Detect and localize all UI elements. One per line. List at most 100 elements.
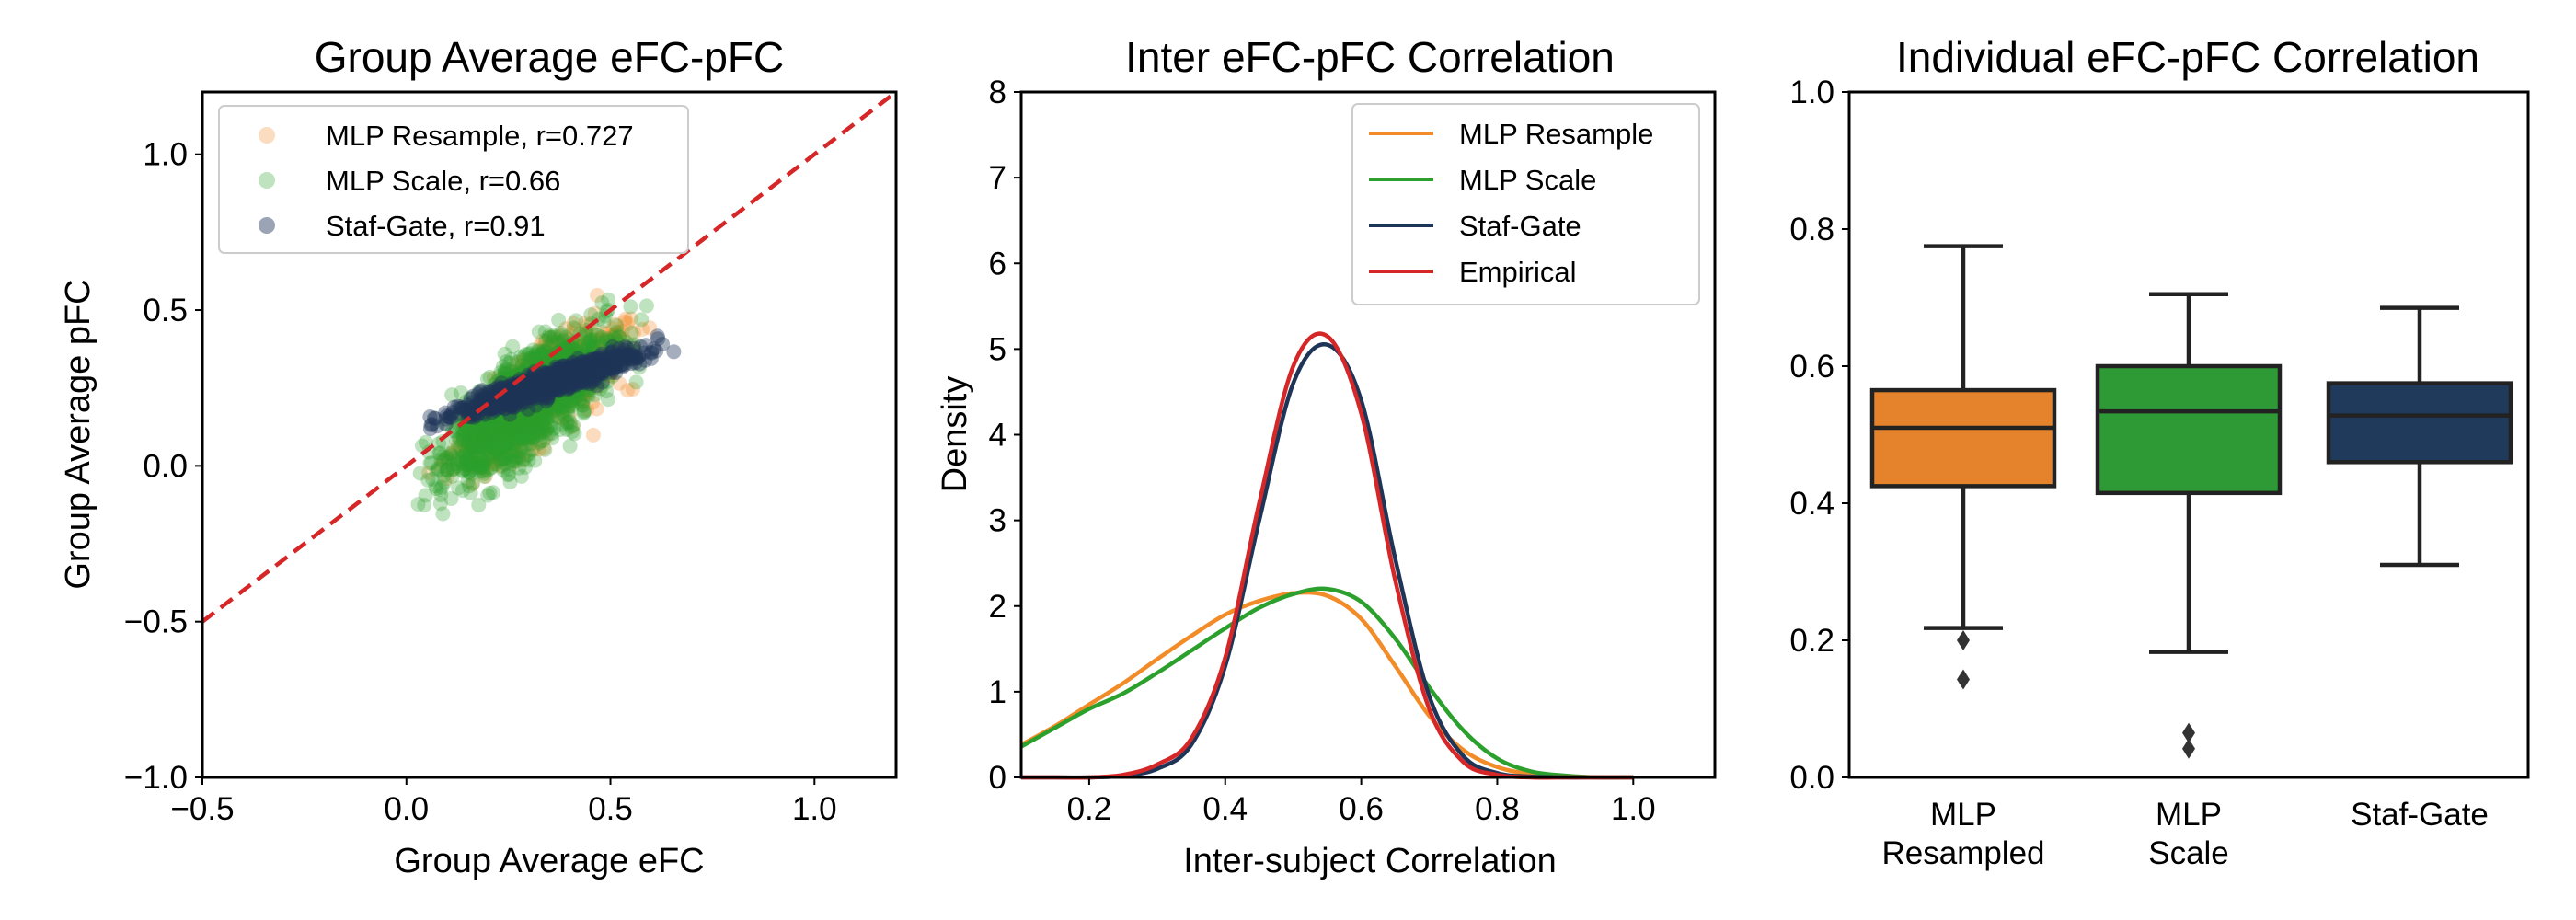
y-tick-label: 6	[989, 246, 1006, 282]
scatter-point	[547, 402, 563, 418]
scatter-point	[535, 348, 550, 362]
scatter-point	[566, 347, 581, 362]
scatter-point	[538, 364, 554, 380]
scatter-point	[550, 381, 566, 397]
scatter-point	[477, 454, 493, 470]
scatter-point	[463, 433, 478, 449]
scatter-point	[513, 407, 529, 422]
scatter-point	[503, 406, 519, 421]
scatter-point	[444, 462, 460, 477]
scatter-point	[536, 406, 552, 421]
scatter-point	[558, 384, 573, 399]
category-label-mlp-resampled-line2: Resampled	[1881, 835, 2044, 871]
scatter-point	[477, 430, 493, 445]
scatter-point	[607, 316, 623, 332]
scatter-point	[563, 348, 579, 363]
scatter-point	[453, 441, 468, 456]
scatter-point	[596, 333, 612, 349]
scatter-point	[581, 362, 596, 378]
scatter-point	[578, 385, 593, 401]
scatter-point	[508, 385, 523, 400]
scatter-point	[466, 422, 482, 438]
scatter-point	[528, 373, 544, 388]
scatter-point	[505, 422, 521, 438]
scatter-point	[573, 377, 589, 393]
scatter-point	[519, 396, 535, 411]
scatter-point	[514, 407, 530, 422]
scatter-point	[535, 378, 550, 394]
scatter-point	[578, 362, 593, 377]
scatter-point	[479, 424, 495, 440]
scatter-point	[557, 371, 572, 386]
scatter-point	[615, 360, 630, 374]
scatter-point	[502, 408, 518, 423]
scatter-point	[535, 368, 551, 384]
scatter-point	[565, 354, 581, 370]
scatter-point	[460, 474, 476, 489]
scatter-point	[443, 448, 459, 464]
scatter-point	[523, 382, 539, 397]
scatter-point	[523, 400, 538, 416]
scatter-point	[573, 361, 589, 376]
scatter-point	[564, 336, 579, 351]
scatter-point	[568, 359, 582, 374]
scatter-point	[504, 406, 519, 421]
scatter-point	[573, 355, 589, 371]
scatter-point	[527, 381, 543, 397]
scatter-point	[536, 388, 552, 404]
scatter-point	[561, 379, 577, 395]
scatter-point	[531, 435, 546, 451]
scatter-point	[535, 339, 551, 355]
scatter-point	[547, 368, 563, 384]
scatter-point	[456, 400, 472, 415]
scatter-point	[519, 406, 534, 421]
scatter-point	[538, 394, 554, 409]
scatter-point	[500, 467, 516, 483]
scatter-point	[437, 475, 453, 489]
scatter-point	[560, 360, 576, 375]
scatter-point	[492, 427, 508, 443]
scatter-point	[523, 424, 539, 440]
scatter-point	[582, 368, 598, 384]
scatter-point	[550, 361, 566, 376]
scatter-point	[521, 347, 536, 362]
scatter-point	[516, 399, 532, 415]
scatter-point	[518, 397, 534, 412]
scatter-point	[543, 374, 558, 389]
y-tick-label: 3	[989, 503, 1006, 539]
scatter-point	[535, 382, 550, 397]
scatter-point	[562, 349, 578, 364]
scatter-point	[513, 384, 529, 399]
scatter-point	[525, 375, 541, 391]
scatter-point	[599, 326, 615, 341]
scatter-point	[609, 324, 625, 339]
scatter-point	[584, 358, 600, 374]
scatter-point	[511, 447, 526, 463]
scatter-point	[423, 418, 439, 432]
scatter-point	[539, 366, 555, 381]
scatter-point	[537, 410, 553, 426]
scatter-point	[478, 394, 494, 409]
scatter-point	[482, 450, 497, 466]
scatter-point	[520, 418, 535, 433]
scatter-point	[559, 371, 575, 386]
scatter-point	[452, 399, 467, 415]
scatter-point	[568, 370, 583, 385]
scatter-point	[486, 371, 501, 385]
scatter-point	[537, 442, 553, 457]
scatter-point	[561, 408, 577, 423]
scatter-point	[500, 398, 516, 414]
scatter-point	[542, 369, 558, 385]
scatter-point	[492, 458, 508, 474]
y-tick-label: 8	[989, 75, 1006, 110]
scatter-point	[517, 377, 533, 393]
scatter-point	[513, 409, 529, 425]
scatter-point	[439, 450, 454, 466]
scatter-point	[535, 396, 550, 411]
scatter-point	[460, 430, 476, 445]
scatter-point	[518, 347, 534, 362]
scatter-point	[488, 447, 503, 463]
scatter-point	[550, 370, 566, 385]
scatter-point	[535, 420, 550, 436]
scatter-point	[503, 398, 519, 414]
